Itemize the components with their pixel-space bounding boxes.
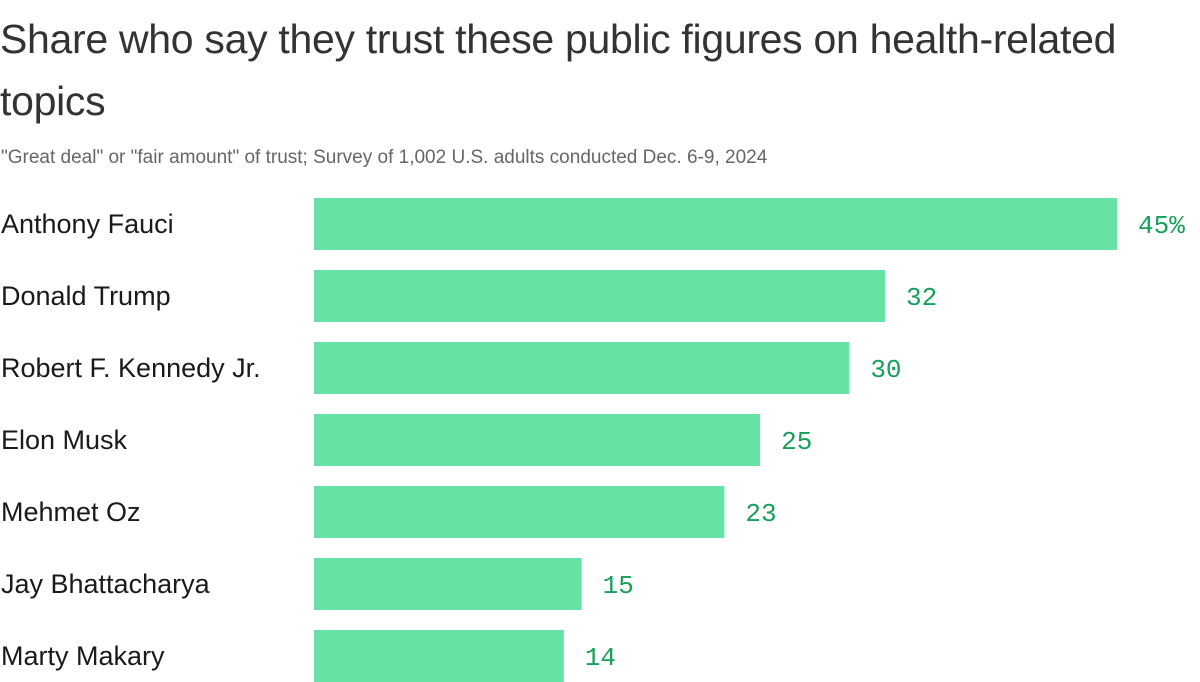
bar <box>314 342 850 394</box>
value-label: 14 <box>585 643 616 673</box>
category-label: Jay Bhattacharya <box>1 569 211 599</box>
category-label: Mehmet Oz <box>1 497 141 527</box>
bar-row: Marty Makary 14 <box>1 630 616 682</box>
bar <box>314 630 564 682</box>
bar <box>314 414 761 466</box>
value-label: 23 <box>745 499 776 529</box>
category-label: Donald Trump <box>1 281 171 311</box>
value-label: 32 <box>906 283 937 313</box>
bar-row: Donald Trump 32 <box>1 270 937 322</box>
bar-row: Jay Bhattacharya 15 <box>1 558 634 610</box>
value-label: 15 <box>603 571 634 601</box>
bar <box>314 486 725 538</box>
bar <box>314 198 1117 250</box>
bar <box>314 270 886 322</box>
value-label: 45% <box>1138 211 1185 241</box>
category-label: Anthony Fauci <box>1 209 174 239</box>
bar-row: Mehmet Oz 23 <box>1 486 777 538</box>
bar-row: Robert F. Kennedy Jr. 30 <box>1 342 902 394</box>
bar-row: Elon Musk 25 <box>1 414 812 466</box>
category-label: Robert F. Kennedy Jr. <box>1 353 261 383</box>
value-label: 30 <box>870 355 901 385</box>
chart-title: Share who say they trust these public fi… <box>0 16 1117 124</box>
chart-subtitle: "Great deal" or "fair amount" of trust; … <box>1 147 768 168</box>
value-label: 25 <box>781 427 812 457</box>
category-label: Marty Makary <box>1 641 165 671</box>
bar <box>314 558 582 610</box>
category-label: Elon Musk <box>1 425 128 455</box>
bar-row: Anthony Fauci 45% <box>1 198 1185 250</box>
